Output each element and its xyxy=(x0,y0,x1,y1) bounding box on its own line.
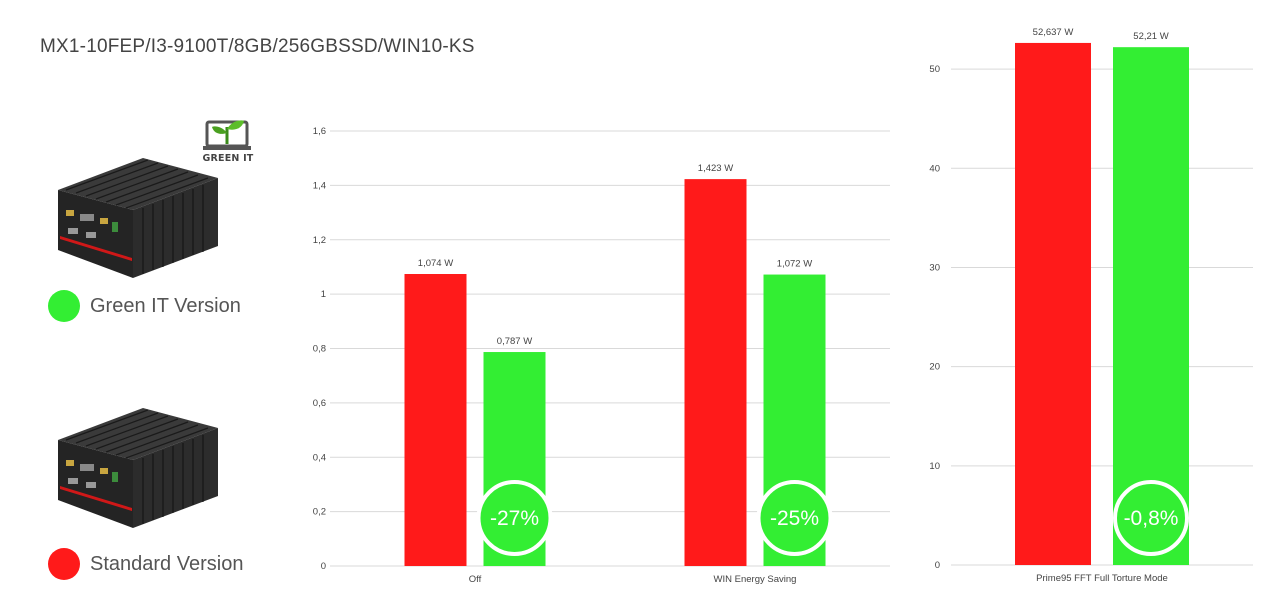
y-tick-label: 50 xyxy=(929,64,940,75)
standard-pc-image xyxy=(58,408,218,528)
data-label: 1,423 W xyxy=(698,163,733,174)
y-tick-label: 30 xyxy=(929,262,940,273)
y-tick-label: 0,8 xyxy=(313,344,326,355)
savings-badge xyxy=(1113,480,1189,556)
bar-green xyxy=(1113,47,1189,565)
x-tick-label: Off xyxy=(469,574,482,585)
y-tick-label: 0,6 xyxy=(313,398,326,409)
y-tick-label: 0,4 xyxy=(313,452,326,463)
legend-item-standard: Standard Version xyxy=(48,548,243,580)
savings-label: -0,8% xyxy=(1124,507,1179,530)
standard-legend-dot xyxy=(48,548,80,580)
y-tick-label: 0 xyxy=(935,560,940,571)
savings-badge xyxy=(756,480,833,556)
page-title: MX1-10FEP/I3-9100T/8GB/256GBSSD/WIN10-KS xyxy=(40,36,475,57)
bar-standard xyxy=(684,179,747,566)
bar-standard xyxy=(404,274,467,566)
x-tick-label: Prime95 FFT Full Torture Mode xyxy=(1036,573,1168,584)
green-it-pc-image xyxy=(58,158,218,278)
chart-idle-power: 0 0,2 0,4 0,6 0,8 1 1,2 1,4 1,6 1,074 W 0,787 W Off… xyxy=(313,126,890,585)
chart-load-power: 0 10 20 30 40 50 52,637 W 52,21 W Prime95 FFT Fu… xyxy=(929,27,1253,584)
y-tick-label: 1,2 xyxy=(313,235,326,246)
data-label: 1,072 W xyxy=(777,259,812,270)
data-label: 52,21 W xyxy=(1133,31,1168,42)
legend-item-green: Green IT Version xyxy=(48,290,241,322)
savings-label: -27% xyxy=(490,507,539,530)
green-it-badge: GREEN IT xyxy=(200,115,256,169)
badge-label: GREEN IT xyxy=(202,153,254,164)
savings-label: -25% xyxy=(770,507,819,530)
y-tick-label: 20 xyxy=(929,362,940,373)
y-tick-label: 1,6 xyxy=(313,126,326,137)
y-tick-label: 10 xyxy=(929,461,940,472)
x-tick-label: WIN Energy Saving xyxy=(714,574,797,585)
data-label: 0,787 W xyxy=(497,336,532,347)
y-tick-label: 1 xyxy=(321,289,326,300)
y-tick-label: 1,4 xyxy=(313,180,326,191)
legend-label-green: Green IT Version xyxy=(90,294,241,317)
green-legend-dot xyxy=(48,290,80,322)
laptop-leaf-icon xyxy=(203,120,251,150)
y-tick-label: 0 xyxy=(321,561,326,572)
legend-label-standard: Standard Version xyxy=(90,552,244,575)
data-label: 52,637 W xyxy=(1033,27,1074,38)
y-tick-label: 0,2 xyxy=(313,507,326,518)
data-label: 1,074 W xyxy=(418,258,453,269)
savings-badge xyxy=(476,480,553,556)
bar-standard xyxy=(1015,42,1091,566)
y-tick-label: 40 xyxy=(929,163,940,174)
